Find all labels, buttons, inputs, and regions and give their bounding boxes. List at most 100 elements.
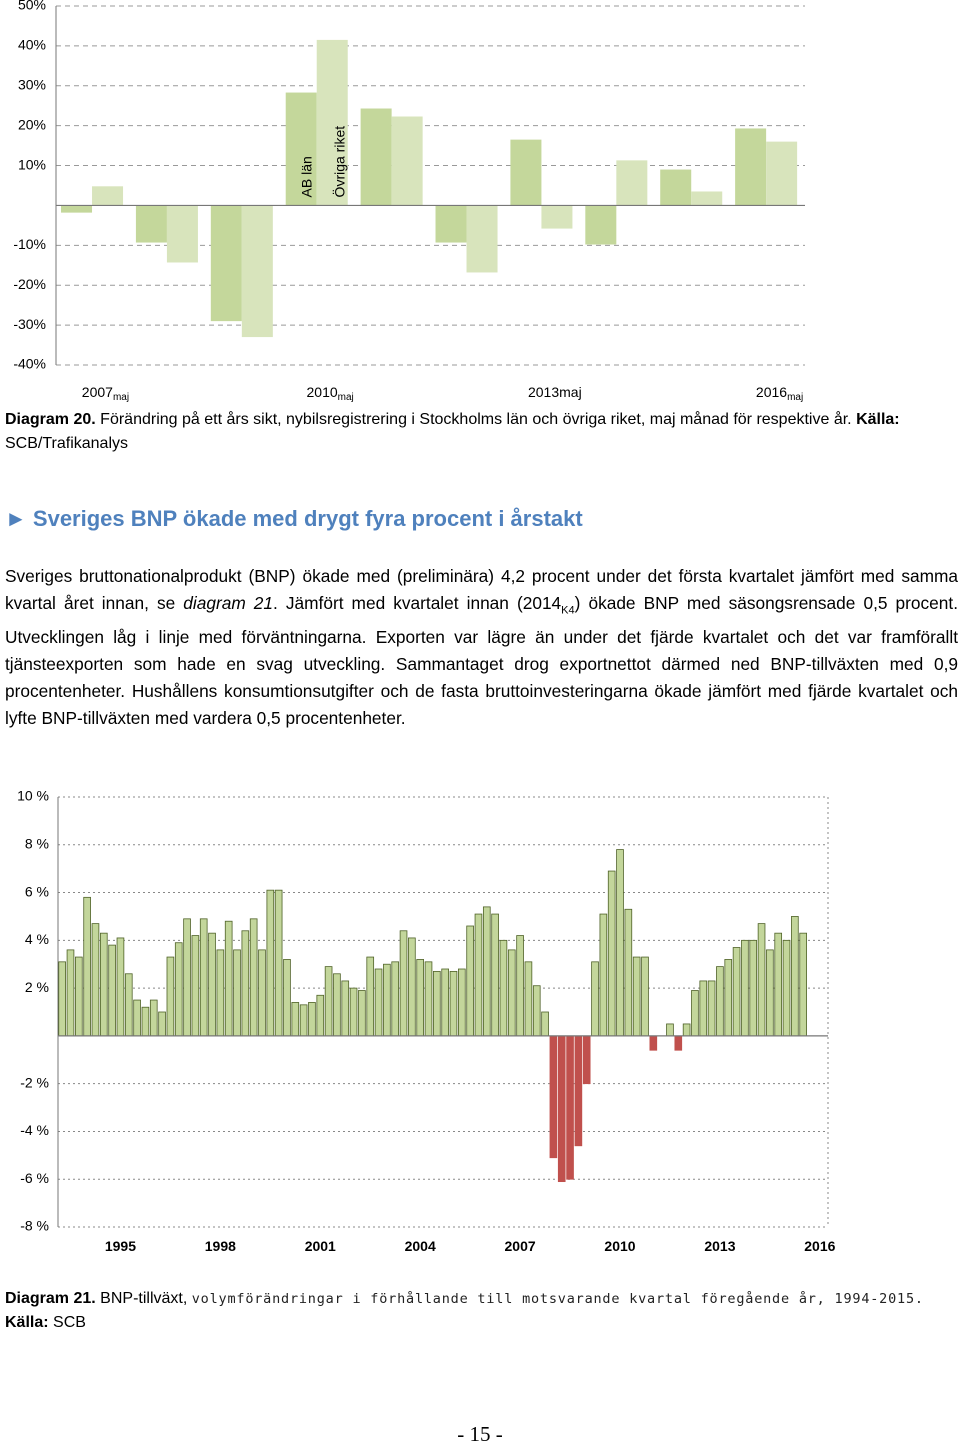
caption-text: BNP-tillväxt,	[100, 1290, 188, 1307]
bar	[491, 913, 499, 1037]
x-tick-label: 1995	[105, 1238, 136, 1254]
bar	[766, 949, 774, 1037]
marker: ►	[5, 506, 27, 531]
category: 1998	[205, 1238, 236, 1254]
bar	[299, 1004, 308, 1037]
x-tick-label: 2010maj	[307, 384, 354, 403]
bar	[641, 956, 649, 1037]
bar	[135, 205, 167, 243]
bar	[524, 961, 533, 1037]
bar	[757, 923, 766, 1037]
bar	[316, 39, 348, 206]
bar	[224, 920, 233, 1037]
x-tick-label: 2007maj	[82, 384, 129, 403]
bar	[308, 1002, 316, 1037]
bar	[585, 205, 617, 245]
bar	[141, 1006, 150, 1037]
bar	[199, 918, 208, 1037]
bar	[61, 205, 93, 213]
category: 2007	[505, 1238, 536, 1254]
bar	[660, 169, 692, 206]
bar	[549, 1035, 558, 1159]
bar	[83, 896, 91, 1037]
x-tick-label: 1998	[205, 1238, 236, 1254]
bar	[541, 1011, 549, 1037]
bar	[374, 968, 383, 1037]
bar	[360, 108, 392, 206]
y-tick-label: 6 %	[25, 883, 49, 899]
bar	[66, 949, 75, 1037]
bar	[241, 205, 273, 338]
x-tick-label: 2001	[305, 1238, 336, 1254]
category: 2004	[405, 1238, 436, 1254]
bar	[216, 949, 225, 1037]
y-tick-label: 20%	[18, 116, 46, 132]
bar	[724, 959, 733, 1037]
y-tick-label: 2 %	[25, 979, 49, 995]
caption-label: Diagram 21.	[5, 1290, 96, 1307]
bar	[424, 961, 433, 1037]
bar	[441, 968, 449, 1037]
bar	[266, 889, 275, 1037]
bar	[682, 1023, 691, 1037]
bar	[774, 932, 783, 1037]
bar	[482, 906, 491, 1037]
bar	[510, 139, 542, 206]
bar	[158, 1011, 166, 1037]
category: 2016	[804, 1238, 835, 1254]
bar	[283, 959, 291, 1037]
subscript: K4	[561, 604, 575, 617]
y-tick-label: -20%	[13, 276, 46, 292]
bar	[516, 935, 524, 1037]
bar	[557, 1035, 566, 1183]
x-tick-label: 2016	[804, 1238, 835, 1254]
x-tick-label: 2007	[505, 1238, 536, 1254]
category: 1995	[105, 1238, 136, 1254]
page-number: - 15 -	[457, 1422, 503, 1446]
bar	[566, 1035, 574, 1180]
source: SCB/Trafikanalys	[5, 435, 128, 452]
bar	[782, 939, 791, 1037]
bar	[616, 160, 648, 206]
bar	[149, 999, 158, 1037]
bar	[191, 935, 200, 1037]
bar	[766, 141, 798, 206]
bar	[124, 973, 133, 1037]
bar	[666, 1023, 674, 1037]
bar	[616, 849, 624, 1037]
bar	[466, 205, 498, 273]
bar	[399, 930, 408, 1037]
y-tick-label: 4 %	[25, 931, 49, 947]
bar	[449, 970, 458, 1037]
text: . Jämfört med kvartalet innan (2014	[273, 593, 562, 613]
text: Sveriges bruttonationalprodukt (BNP) öka…	[5, 566, 958, 613]
bar	[358, 990, 366, 1037]
bar	[92, 186, 124, 206]
bar	[249, 918, 258, 1037]
bar	[183, 918, 191, 1037]
category-subscript: maj	[113, 392, 129, 403]
category: 2010	[604, 1238, 635, 1254]
bar	[591, 961, 599, 1037]
bar	[58, 961, 66, 1037]
bar	[116, 937, 125, 1037]
source-label: Källa:	[856, 411, 900, 428]
bar	[174, 942, 183, 1037]
caption-label: Diagram 20.	[5, 411, 96, 428]
category-subscript: maj	[787, 392, 803, 403]
bar	[108, 944, 116, 1037]
bar	[735, 128, 767, 206]
bar	[416, 959, 424, 1037]
bar	[541, 205, 573, 229]
bar	[133, 999, 141, 1037]
bar	[366, 956, 375, 1037]
bar	[91, 923, 100, 1037]
y-tick-label: -30%	[13, 316, 46, 332]
bar	[624, 908, 633, 1037]
bar	[291, 1002, 300, 1037]
bar	[499, 939, 508, 1037]
x-tick-label: 2013	[704, 1238, 735, 1254]
bar	[391, 116, 423, 206]
